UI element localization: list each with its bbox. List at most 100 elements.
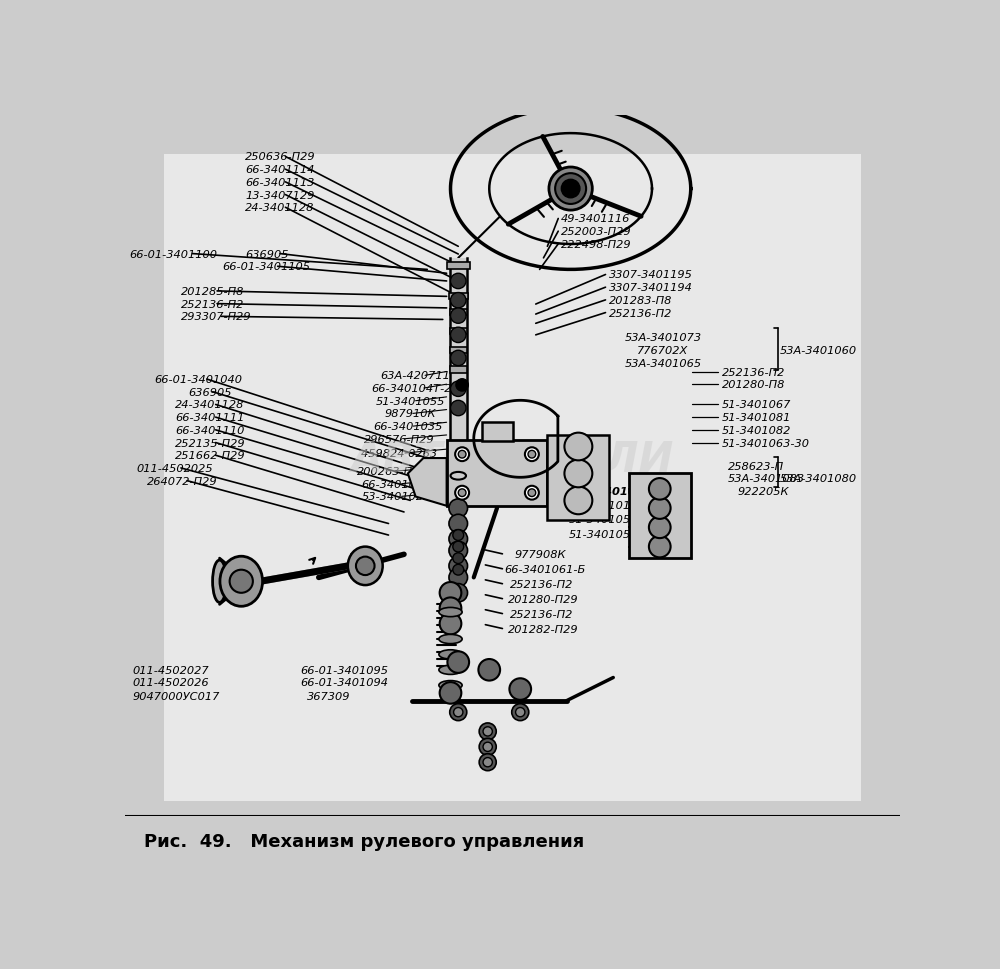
Text: 987910К: 987910К — [385, 409, 436, 419]
Circle shape — [449, 499, 468, 517]
Circle shape — [649, 536, 671, 558]
Ellipse shape — [439, 681, 462, 690]
Text: 66-3401114: 66-3401114 — [245, 165, 314, 175]
Text: 53А-3401083: 53А-3401083 — [728, 474, 805, 484]
Text: 3307-3401195: 3307-3401195 — [609, 270, 693, 280]
Circle shape — [449, 557, 468, 576]
Circle shape — [479, 738, 496, 756]
Circle shape — [458, 451, 466, 458]
Text: 66-3401010-10: 66-3401010-10 — [568, 501, 656, 511]
Ellipse shape — [220, 556, 263, 607]
Text: 66-3401035: 66-3401035 — [373, 422, 442, 431]
Text: 201285-П8: 201285-П8 — [181, 287, 244, 297]
Circle shape — [449, 569, 468, 587]
Circle shape — [649, 498, 671, 519]
Text: 49-3401116: 49-3401116 — [561, 214, 630, 224]
Text: 51-3401056: 51-3401056 — [568, 529, 638, 539]
Circle shape — [453, 565, 464, 576]
Text: 51-3401067: 51-3401067 — [722, 400, 791, 410]
Text: 222498-П29: 222498-П29 — [561, 239, 631, 250]
Ellipse shape — [348, 547, 383, 585]
Text: 66-01-3401094: 66-01-3401094 — [300, 677, 388, 688]
Circle shape — [564, 433, 592, 461]
Circle shape — [449, 530, 468, 548]
Circle shape — [455, 448, 469, 461]
Polygon shape — [408, 458, 447, 506]
Text: 66-01-3401105: 66-01-3401105 — [222, 262, 310, 272]
Circle shape — [450, 274, 466, 290]
Circle shape — [450, 703, 467, 721]
Text: 53А-3401065: 53А-3401065 — [625, 359, 702, 368]
Text: Рис.  49.   Механизм рулевого управления: Рис. 49. Механизм рулевого управления — [144, 831, 585, 850]
Text: 011-4502027: 011-4502027 — [133, 665, 209, 674]
Circle shape — [454, 707, 463, 717]
Circle shape — [453, 530, 464, 541]
Text: 252136-П2: 252136-П2 — [510, 609, 574, 619]
Text: 922205К: 922205К — [737, 486, 789, 496]
Text: 51-3401081: 51-3401081 — [722, 413, 791, 422]
Text: 252003-П29: 252003-П29 — [561, 227, 631, 237]
Text: 66-3401113: 66-3401113 — [245, 177, 314, 188]
Bar — [449, 294, 468, 300]
Circle shape — [356, 557, 375, 576]
Text: 63А-4207115: 63А-4207115 — [381, 371, 458, 381]
Bar — [447, 264, 470, 269]
Text: 9047000УС017: 9047000УС017 — [133, 692, 220, 702]
Text: 66-01-3401100: 66-01-3401100 — [129, 249, 217, 260]
Text: 296576-П29: 296576-П29 — [364, 434, 434, 445]
Circle shape — [440, 613, 461, 635]
Text: 367309: 367309 — [307, 692, 351, 702]
Circle shape — [450, 294, 466, 308]
Text: 51-3401055: 51-3401055 — [568, 515, 638, 525]
Circle shape — [450, 351, 466, 366]
Circle shape — [561, 180, 580, 199]
Ellipse shape — [213, 560, 227, 603]
Circle shape — [509, 678, 531, 701]
Bar — [547, 435, 609, 520]
Circle shape — [483, 727, 492, 736]
Circle shape — [649, 479, 671, 500]
Circle shape — [440, 582, 461, 604]
Text: 201280-П8: 201280-П8 — [722, 380, 785, 390]
Circle shape — [449, 515, 468, 533]
Text: 258623-П: 258623-П — [728, 461, 784, 471]
Bar — [450, 476, 466, 510]
Text: 24-3401128: 24-3401128 — [245, 203, 314, 213]
Text: 66-01-3401040: 66-01-3401040 — [154, 375, 242, 385]
Circle shape — [458, 489, 466, 497]
Text: 252135-П29: 252135-П29 — [175, 438, 246, 448]
Bar — [482, 422, 512, 442]
Bar — [450, 348, 467, 354]
Circle shape — [447, 651, 469, 673]
Text: 51-3401082: 51-3401082 — [722, 425, 791, 435]
Circle shape — [528, 451, 536, 458]
Text: 011-4502025: 011-4502025 — [137, 463, 213, 474]
Circle shape — [450, 308, 466, 324]
Circle shape — [564, 487, 592, 515]
Circle shape — [516, 707, 525, 717]
Text: 636905: 636905 — [189, 388, 232, 397]
Circle shape — [453, 553, 464, 564]
Text: 200263-П29: 200263-П29 — [357, 466, 427, 477]
Circle shape — [525, 486, 539, 500]
Text: 53А-3401073: 53А-3401073 — [625, 333, 702, 343]
Text: 252136-П2: 252136-П2 — [609, 308, 673, 318]
Bar — [450, 309, 467, 316]
Circle shape — [528, 489, 536, 497]
Bar — [450, 367, 467, 373]
Circle shape — [440, 682, 461, 703]
Text: 250636-П29: 250636-П29 — [245, 152, 316, 163]
Circle shape — [450, 401, 466, 417]
Circle shape — [440, 598, 461, 619]
Text: 251662-П29: 251662-П29 — [175, 451, 246, 461]
Ellipse shape — [439, 666, 462, 674]
Text: 13-3407129: 13-3407129 — [245, 190, 314, 201]
Text: 53А-3401060: 53А-3401060 — [780, 346, 857, 356]
Circle shape — [479, 754, 496, 771]
Bar — [450, 259, 467, 478]
Bar — [164, 155, 861, 800]
Text: 53-3401022: 53-3401022 — [361, 492, 431, 502]
Text: 66-3401048: 66-3401048 — [361, 479, 431, 489]
Text: 011-4502026: 011-4502026 — [133, 677, 209, 688]
Text: 264072-П29: 264072-П29 — [147, 476, 217, 486]
